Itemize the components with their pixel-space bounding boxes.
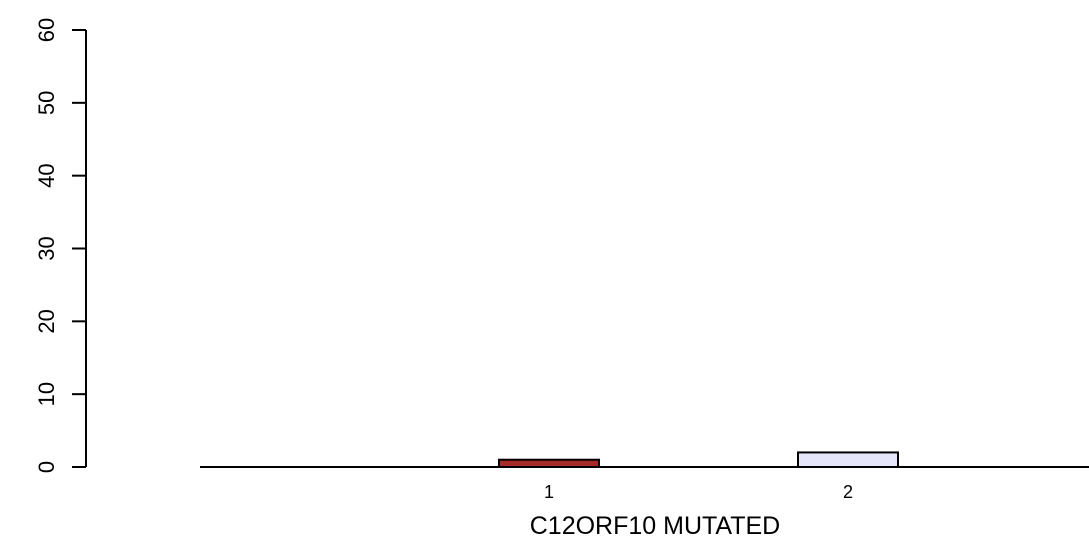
y-axis: 0 10 20 30 40 50 60 [34,18,87,473]
y-tick-label: 10 [34,382,59,406]
y-tick-label: 60 [34,18,59,42]
bar-1 [498,458,600,469]
y-tick-label: 30 [34,236,59,260]
bar-2 [797,451,899,468]
x-axis-title: C12ORF10 MUTATED [530,512,781,540]
x-tick-label: 1 [544,482,554,502]
bars [498,451,899,469]
y-tick-label: 20 [34,309,59,333]
y-tick-label: 50 [34,91,59,115]
y-tick-label: 40 [34,163,59,187]
y-tick-label: 0 [34,461,59,473]
x-tick-label: 2 [843,482,853,502]
